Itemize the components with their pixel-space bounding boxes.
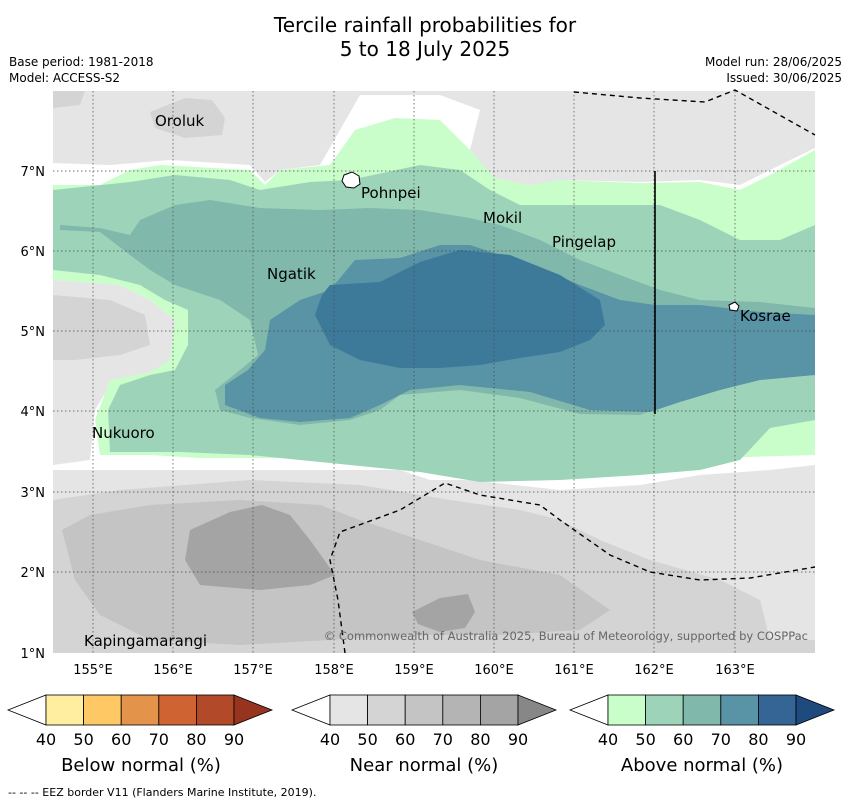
place-label-nukuoro: Nukuoro: [92, 424, 155, 442]
near-normal-40-area-east: [770, 508, 815, 640]
colorbar-above-label: Above normal (%): [620, 755, 784, 776]
lat-label-4n: 4°N: [21, 405, 46, 420]
colorbar-below-tick: 60: [111, 730, 132, 749]
rainfall-probability-map: Oroluk Pohnpei Mokil Pingelap Ngatik Kos…: [21, 89, 816, 678]
place-label-pingelap: Pingelap: [552, 233, 616, 251]
chart-title-line-1: Tercile rainfall probabilities for: [273, 13, 577, 37]
map-shading: [53, 91, 815, 653]
colorbar-near-segment-1: [329, 694, 368, 726]
lat-label-6n: 6°N: [21, 245, 46, 260]
near-normal-50-area-oroluk: [150, 98, 225, 138]
colorbar-below-segment-2: [83, 694, 122, 726]
near-normal-70-area-south-west: [185, 505, 335, 590]
kosrae-island-shape: [728, 301, 740, 312]
lat-label-1n: 1°N: [21, 647, 46, 662]
place-label-mokil: Mokil: [483, 209, 522, 227]
place-label-kapingamarangi: Kapingamarangi: [84, 632, 207, 650]
lon-label-162e: 162°E: [634, 663, 674, 678]
model-run-text: Model run: 28/06/2025: [704, 55, 842, 69]
issued-text: Issued: 30/06/2025: [726, 71, 842, 85]
lon-label-158e: 158°E: [314, 663, 354, 678]
colorbar-below-label: Below normal (%): [61, 755, 221, 776]
lon-label-159e: 159°E: [394, 663, 434, 678]
colorbar-near-tick: 70: [432, 730, 453, 749]
colorbar-below-segment-1: [45, 694, 84, 726]
colorbar-near-arrow-low: [290, 694, 331, 726]
base-period-text: Base period: 1981-2018: [9, 55, 154, 69]
colorbar-above-tick: 80: [748, 730, 769, 749]
near-normal-70-area-south-east: [412, 594, 475, 632]
colorbar-above-tick: 70: [710, 730, 731, 749]
colorbar-above-tick: 50: [635, 730, 656, 749]
colorbar-below-normal: [6, 694, 274, 726]
near-normal-50-area-west-south: [53, 295, 150, 360]
colorbar-near-tick: 40: [319, 730, 341, 749]
lon-label-155e: 155°E: [73, 663, 113, 678]
colorbar-near-normal: [290, 694, 558, 726]
near-normal-40-area-north: [53, 91, 815, 190]
colorbar-above-arrow-high: [795, 694, 836, 726]
place-label-pohnpei: Pohnpei: [361, 184, 421, 202]
colorbar-below-tick: 70: [148, 730, 169, 749]
colorbar-below-segment-5: [195, 694, 235, 726]
colorbar-above-arrow-low: [568, 694, 609, 726]
lon-label-157e: 157°E: [233, 663, 273, 678]
colorbars: [6, 694, 836, 726]
place-label-ngatik: Ngatik: [267, 265, 316, 283]
pohnpei-island-shape: [341, 171, 361, 189]
colorbar-above-tick: 60: [673, 730, 694, 749]
above-normal-80-area: [315, 250, 605, 368]
lon-label-161e: 161°E: [554, 663, 594, 678]
colorbar-near-segment-3: [404, 694, 444, 726]
colorbar-below-tick: 80: [186, 730, 207, 749]
lon-label-160e: 160°E: [474, 663, 514, 678]
colorbar-below-arrow-high: [233, 694, 274, 726]
colorbar-near-segment-2: [367, 694, 406, 726]
colorbar-above-segment-3: [682, 694, 722, 726]
lat-label-7n: 7°N: [21, 165, 46, 180]
model-text: Model: ACCESS-S2: [9, 71, 121, 85]
colorbar-below-tick: 50: [73, 730, 94, 749]
lat-label-2n: 2°N: [21, 566, 46, 581]
colorbar-near-tick: 60: [395, 730, 416, 749]
lon-label-163e: 163°E: [715, 663, 755, 678]
colorbar-below-arrow-low: [6, 694, 47, 726]
colorbar-near-arrow-high: [517, 694, 558, 726]
colorbar-above-segment-5: [758, 694, 797, 726]
colorbar-above-segment-4: [720, 694, 759, 726]
colorbar-below-tick: 40: [35, 730, 57, 749]
colorbar-below-segment-4: [158, 694, 197, 726]
place-label-kosrae: Kosrae: [740, 307, 791, 325]
colorbar-near-tick: 90: [507, 730, 529, 749]
colorbar-above-normal: [568, 694, 836, 726]
eez-borders: [329, 89, 816, 654]
lat-label-3n: 3°N: [21, 486, 46, 501]
copyright-text: © Commonwealth of Australia 2025, Bureau…: [324, 629, 808, 643]
colorbar-near-segment-4: [442, 694, 481, 726]
colorbar-below-tick: 90: [223, 730, 245, 749]
colorbar-near-tick: 50: [357, 730, 378, 749]
lon-label-156e: 156°E: [153, 663, 193, 678]
colorbar-above-segment-1: [607, 694, 646, 726]
colorbar-near-segment-5: [479, 694, 519, 726]
colorbar-above-tick: 90: [785, 730, 807, 749]
colorbar-near-tick: 80: [470, 730, 491, 749]
near-normal-50-area-west: [53, 91, 85, 108]
eez-border-legend: -- -- -- EEZ border V11 (Flanders Marine…: [8, 786, 317, 799]
colorbar-above-segment-2: [645, 694, 684, 726]
chart-title-line-2: 5 to 18 July 2025: [339, 37, 511, 61]
colorbar-below-segment-3: [120, 694, 160, 726]
place-label-oroluk: Oroluk: [155, 112, 204, 130]
colorbar-above-tick: 40: [597, 730, 619, 749]
graticule: [53, 91, 815, 653]
colorbar-near-label: Near normal (%): [349, 755, 499, 776]
lat-label-5n: 5°N: [21, 325, 46, 340]
